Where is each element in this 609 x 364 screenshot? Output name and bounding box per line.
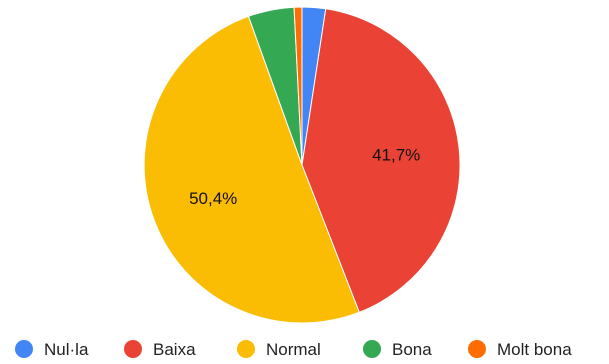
legend-label-bona: Bona <box>392 340 432 359</box>
legend-swatch-baixa <box>124 340 142 358</box>
data-label-normal: 50,4% <box>189 189 237 208</box>
legend-item-molt-bona: Molt bona <box>468 340 572 359</box>
legend-label-normal: Normal <box>266 340 321 359</box>
legend-label-baixa: Baixa <box>153 340 196 359</box>
pie-slice-baixa <box>301 8 461 313</box>
legend-item-nul-la: Nul·la <box>15 340 89 359</box>
pie-slice-molt-bona <box>293 6 303 166</box>
legend-item-baixa: Baixa <box>124 340 196 359</box>
legend: Nul·la Baixa Normal Bona Molt bona <box>15 340 572 359</box>
legend-swatch-bona <box>363 340 381 358</box>
pie-data-labels: 41,7% 50,4% <box>189 146 420 209</box>
pie-slice-normal <box>143 15 360 324</box>
legend-swatch-nul-la <box>15 340 33 358</box>
legend-item-bona: Bona <box>363 340 432 359</box>
legend-swatch-normal <box>237 340 255 358</box>
legend-item-normal: Normal <box>237 340 321 359</box>
legend-swatch-molt-bona <box>468 340 486 358</box>
data-label-baixa: 41,7% <box>372 146 420 165</box>
pie-slices <box>143 6 461 324</box>
legend-label-nul-la: Nul·la <box>44 340 89 359</box>
legend-label-molt-bona: Molt bona <box>497 340 572 359</box>
